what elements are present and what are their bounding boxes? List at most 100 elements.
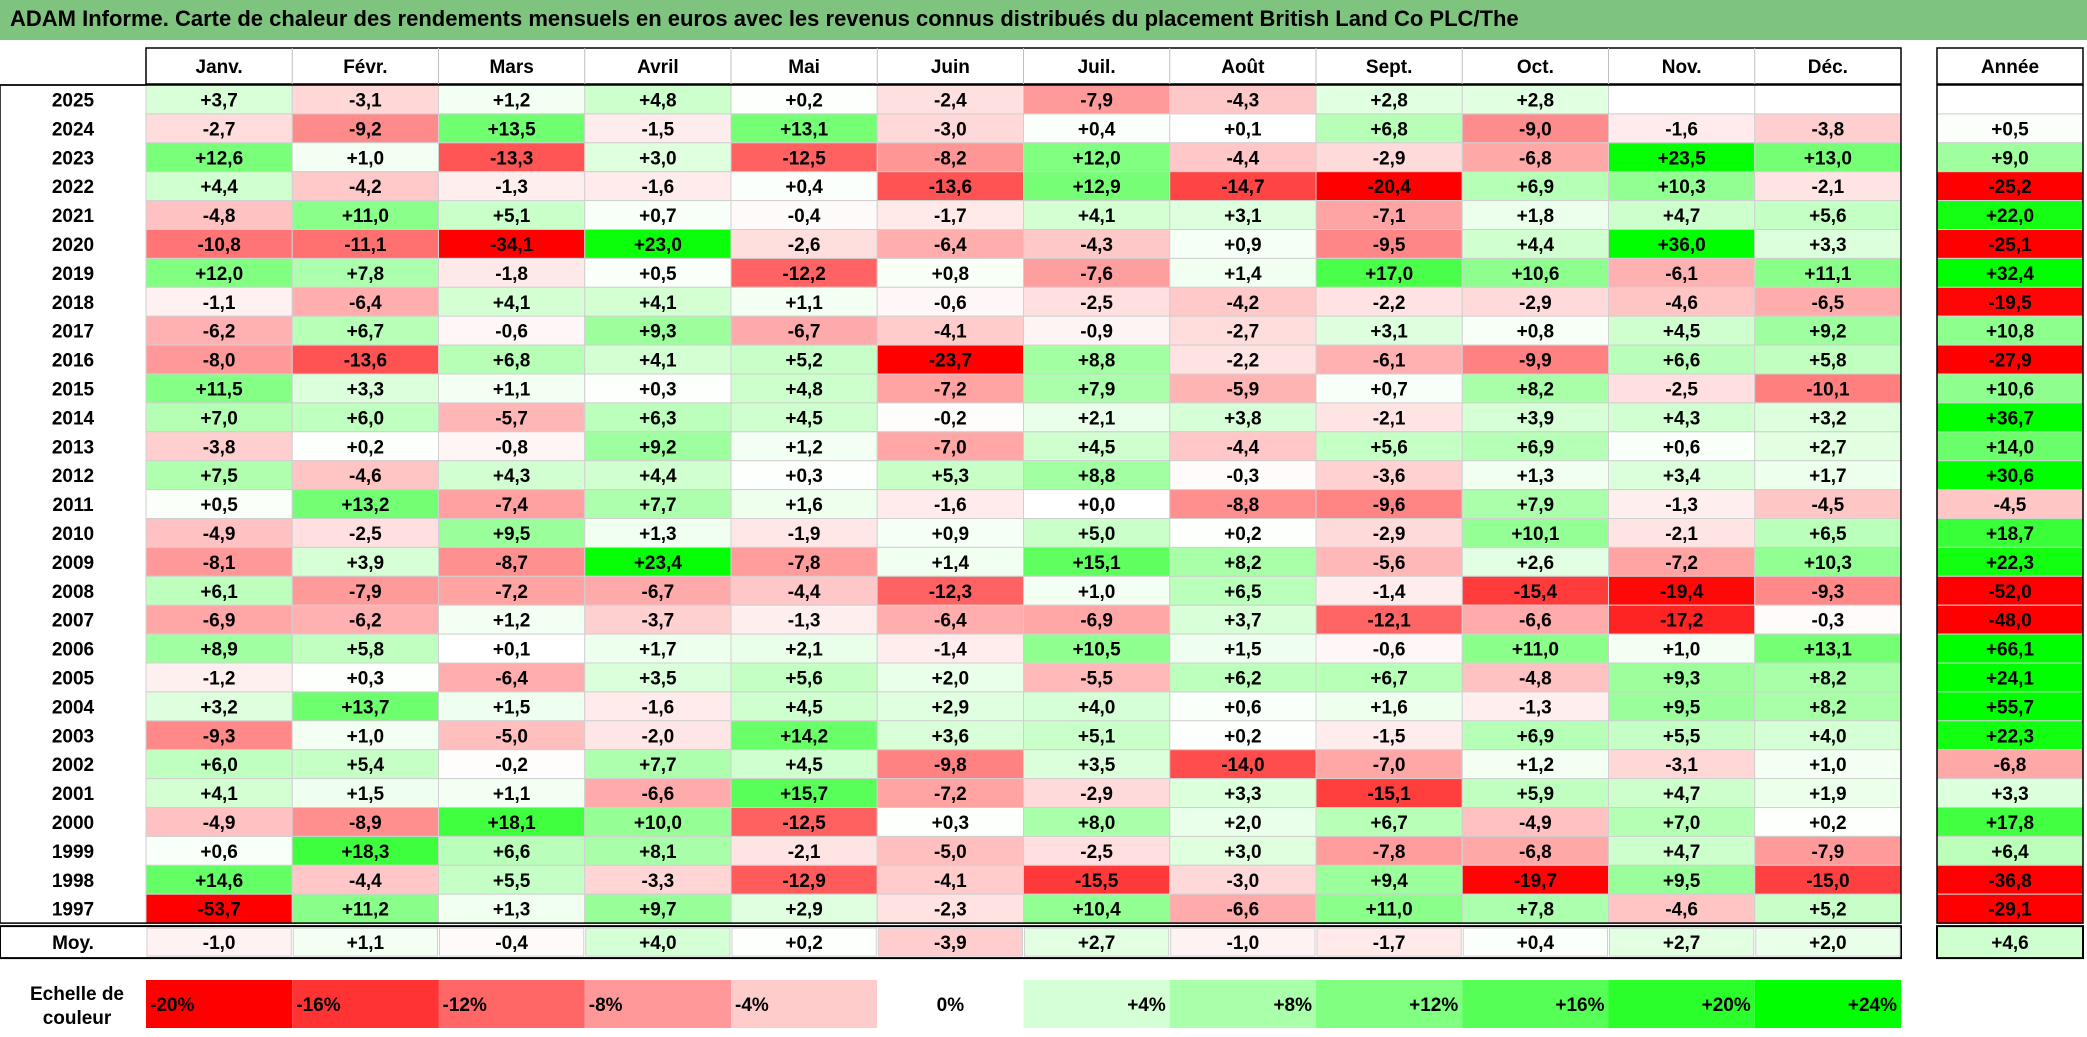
cell-value: +4,1 xyxy=(493,293,531,314)
cell-value: -13,6 xyxy=(929,177,972,198)
scale-swatch xyxy=(584,980,731,1028)
heatmap-cell xyxy=(584,778,732,808)
cell-value: +8,8 xyxy=(1078,466,1116,487)
cell-value: -2,6 xyxy=(788,235,821,256)
annual-value: +14,0 xyxy=(1986,437,2034,458)
cell-value: +1,9 xyxy=(1809,784,1847,805)
cell-value: -0,6 xyxy=(1373,640,1406,661)
heatmap-cell xyxy=(1023,546,1171,577)
average-label: Moy. xyxy=(52,933,94,954)
heatmap-cell xyxy=(584,431,732,462)
cell-value: +4,1 xyxy=(200,784,238,805)
cell-value: -8,9 xyxy=(349,813,382,834)
scale-tick-label: +24% xyxy=(1848,995,1897,1016)
heatmap-cell xyxy=(438,807,586,837)
heatmap-cell xyxy=(730,691,878,722)
cell-value: -17,2 xyxy=(1660,611,1703,632)
cell-value: +2,9 xyxy=(785,900,823,921)
heatmap-cell xyxy=(145,460,293,491)
cell-value: -0,4 xyxy=(788,206,821,227)
cell-value: -7,2 xyxy=(934,784,967,805)
heatmap-cell xyxy=(1315,200,1463,231)
heatmap-cell xyxy=(145,575,293,606)
cell-value: -8,2 xyxy=(934,148,967,169)
cell-value: +5,2 xyxy=(1809,900,1847,921)
cell-value: +6,2 xyxy=(1224,668,1262,689)
year-label: 2004 xyxy=(52,697,95,718)
cell-value: -8,0 xyxy=(203,351,236,372)
cell-value: +4,8 xyxy=(785,379,823,400)
heatmap-cell xyxy=(730,604,878,635)
cell-value: +9,2 xyxy=(639,437,677,458)
cell-value: -7,0 xyxy=(934,437,967,458)
cell-value: -12,5 xyxy=(782,813,826,834)
heatmap-cell xyxy=(1023,575,1171,606)
heatmap-cell xyxy=(1608,460,1756,491)
year-label: 1997 xyxy=(52,900,94,921)
cell-value: -4,1 xyxy=(934,322,967,343)
cell-value: -6,4 xyxy=(934,235,967,256)
cell-value: -4,4 xyxy=(1227,437,1260,458)
cell-value: +9,4 xyxy=(1370,871,1408,892)
cell-value: +5,5 xyxy=(1663,726,1701,747)
cell-value: -4,3 xyxy=(1227,90,1260,111)
scale-tick-label: -4% xyxy=(735,995,769,1016)
cell-value: -4,6 xyxy=(1665,293,1698,314)
cell-value: -0,6 xyxy=(495,322,528,343)
cell-value: -5,6 xyxy=(1373,553,1406,574)
annual-cell xyxy=(1936,604,2084,635)
heatmap-cell xyxy=(876,229,1024,259)
heatmap-cell xyxy=(1461,431,1609,462)
cell-value: +1,7 xyxy=(1809,466,1847,487)
heatmap-cell xyxy=(291,575,439,606)
annual-value: +55,7 xyxy=(1986,697,2034,718)
cell-value: -3,7 xyxy=(642,611,675,632)
heatmap-cell xyxy=(1754,778,1902,808)
heatmap-cell xyxy=(1754,720,1902,751)
cell-value: +4,4 xyxy=(639,466,677,487)
cell-value: -7,1 xyxy=(1373,206,1406,227)
heatmap-cell xyxy=(584,575,732,606)
cell-value: -2,2 xyxy=(1373,293,1406,314)
heatmap-cell xyxy=(1461,489,1609,520)
annual-cell xyxy=(1936,229,2084,259)
heatmap-cell xyxy=(291,835,439,866)
cell-value: +7,9 xyxy=(1078,379,1116,400)
heatmap-cell xyxy=(438,373,586,404)
annual-value: +18,7 xyxy=(1986,524,2034,545)
cell-value: +3,1 xyxy=(1370,322,1408,343)
heatmap-cell xyxy=(291,113,439,144)
cell-value: -4,6 xyxy=(349,466,382,487)
scale-swatch xyxy=(1754,980,1901,1028)
cell-value: -3,0 xyxy=(1227,871,1260,892)
average-cell xyxy=(1609,927,1755,957)
cell-value: +0,7 xyxy=(639,206,677,227)
heatmap-cell xyxy=(145,807,293,837)
annual-cell xyxy=(1936,171,2084,202)
cell-value: -6,4 xyxy=(349,293,382,314)
cell-value: +4,5 xyxy=(1078,437,1116,458)
month-header: Juil. xyxy=(1078,57,1116,78)
heatmap-cell xyxy=(730,807,878,837)
annual-cell xyxy=(1936,575,2084,606)
cell-value: +7,0 xyxy=(1663,813,1701,834)
heatmap-cell xyxy=(291,286,439,317)
heatmap-cell xyxy=(1023,431,1171,462)
cell-value: -1,6 xyxy=(934,495,967,516)
average-value: +0,4 xyxy=(1517,933,1555,954)
cell-value: -2,7 xyxy=(203,119,236,140)
heatmap-cell xyxy=(1169,893,1317,924)
cell-value: +14,2 xyxy=(780,726,828,747)
average-cell xyxy=(731,927,877,957)
average-cell xyxy=(146,927,292,957)
average-cell xyxy=(1755,927,1901,957)
cell-value: +4,7 xyxy=(1663,206,1701,227)
heatmap-cell xyxy=(876,344,1024,375)
heatmap-cell xyxy=(876,200,1024,231)
month-header: Sept. xyxy=(1366,57,1412,78)
cell-value: -9,6 xyxy=(1373,495,1406,516)
scale-swatch xyxy=(1023,980,1170,1028)
cell-value: +0,9 xyxy=(1224,235,1262,256)
heatmap-cell xyxy=(1608,546,1756,577)
cell-value: +0,2 xyxy=(785,90,823,111)
